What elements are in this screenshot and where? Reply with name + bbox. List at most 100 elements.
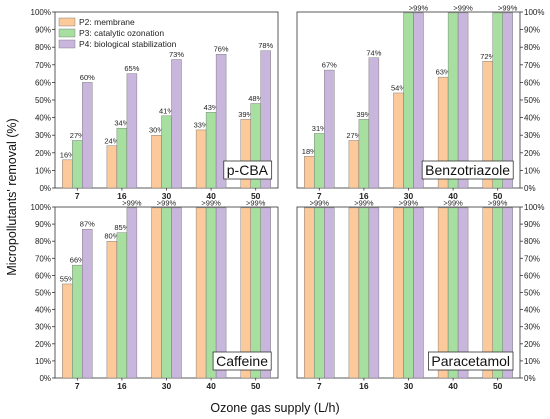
data-label: >99% <box>310 198 330 207</box>
panel-0: 0% 10% 20% 30% 40% 50% 60% 70% 80% 90% 100% 16% 27% 6… <box>31 8 279 201</box>
y-tick-label: 100% <box>524 203 544 212</box>
data-label: 24% <box>104 136 119 145</box>
y-tick-label: 90% <box>524 26 540 35</box>
bar-4-30 <box>413 12 424 189</box>
bar-4-7 <box>82 229 93 379</box>
data-label: >99% <box>122 198 142 207</box>
y-axis-title: Micropollutants' removal (%) <box>5 118 19 275</box>
panel-title: Caffeine <box>216 353 268 369</box>
bar-2-40 <box>195 129 207 189</box>
bar-4-7 <box>324 207 335 379</box>
legend-swatch <box>58 39 76 49</box>
data-label: >99% <box>488 198 508 207</box>
legend-label: P2: membrane <box>79 17 135 27</box>
bar-4-16 <box>126 207 138 379</box>
bar-3-7 <box>314 133 325 189</box>
data-label: 54% <box>391 83 406 92</box>
x-tick-label: 40 <box>448 191 458 201</box>
bar-3-7 <box>72 264 83 379</box>
y-tick-label: 0% <box>39 184 51 193</box>
panel-title-box <box>212 351 272 371</box>
bar-4-16 <box>126 73 138 189</box>
bar-3-7 <box>314 207 325 379</box>
bar-2-16 <box>106 240 118 379</box>
y-tick-label: 50% <box>35 289 51 298</box>
data-label: 60% <box>80 73 95 82</box>
y-tick-label: 70% <box>524 254 540 263</box>
y-tick-label: 80% <box>524 237 540 246</box>
x-tick-label: 7 <box>75 191 80 201</box>
bar-4-50 <box>502 12 513 189</box>
data-label: >99% <box>498 3 518 12</box>
y-tick-label: 50% <box>524 96 540 105</box>
data-label: >99% <box>443 198 463 207</box>
x-tick-label: 30 <box>162 191 172 201</box>
panel-3: 0% 10% 20% 30% 40% 50% 60% 70% 80% 90% 100% >99% 7 >9… <box>296 198 544 391</box>
data-label: 30% <box>149 126 164 135</box>
data-label: 72% <box>480 52 495 61</box>
y-tick-label: 10% <box>524 357 540 366</box>
bar-3-16 <box>358 207 370 379</box>
y-tick-label: 20% <box>35 340 51 349</box>
x-axis-title: Ozone gas supply (L/h) <box>210 401 339 415</box>
y-tick-label: 0% <box>524 184 536 193</box>
y-tick-label: 30% <box>524 323 540 332</box>
x-tick-label: 50 <box>251 191 261 201</box>
bar-2-16 <box>106 145 118 189</box>
bar-4-7 <box>82 82 93 189</box>
bar-3-30 <box>161 115 172 189</box>
x-tick-label: 16 <box>359 381 369 391</box>
data-label: >99% <box>157 198 177 207</box>
y-tick-label: 40% <box>524 114 540 123</box>
data-label: 31% <box>312 124 327 133</box>
data-label: 39% <box>238 110 253 119</box>
panel-title-box <box>223 160 273 180</box>
data-label: 16% <box>60 150 75 159</box>
y-tick-label: 80% <box>35 237 51 246</box>
y-tick-label: 60% <box>35 271 51 280</box>
bar-2-30 <box>151 134 162 189</box>
bar-3-16 <box>116 127 128 189</box>
data-label: 66% <box>70 256 85 265</box>
y-tick-label: 70% <box>35 254 51 263</box>
y-tick-label: 70% <box>524 61 540 70</box>
y-tick-label: 50% <box>35 96 51 105</box>
bar-2-30 <box>393 92 404 189</box>
panel-title: Paracetamol <box>431 353 510 369</box>
x-tick-label: 30 <box>162 381 172 391</box>
panel-title: p-CBA <box>227 162 269 178</box>
bar-2-16 <box>348 140 360 189</box>
data-label: 67% <box>322 61 337 70</box>
bar-2-30 <box>393 207 404 379</box>
x-tick-label: 50 <box>493 381 503 391</box>
data-label: >99% <box>354 198 374 207</box>
x-tick-label: 30 <box>404 191 414 201</box>
data-label: >99% <box>399 198 419 207</box>
data-label: 63% <box>436 68 451 77</box>
bar-4-40 <box>457 12 469 189</box>
data-label: >99% <box>201 198 221 207</box>
data-label: 85% <box>114 223 129 232</box>
bar-4-30 <box>413 207 424 379</box>
bar-4-30 <box>171 59 182 189</box>
x-tick-label: 30 <box>404 381 414 391</box>
bar-4-50 <box>502 207 513 379</box>
y-tick-label: 100% <box>31 8 51 17</box>
data-label: 27% <box>346 131 361 140</box>
bar-2-16 <box>348 207 360 379</box>
data-label: 73% <box>169 50 184 59</box>
data-label: 76% <box>214 45 229 54</box>
y-tick-label: 20% <box>524 149 540 158</box>
panels: 0%10%20%30%40%50%60%70%80%90%100%16%27%6… <box>31 3 545 391</box>
bar-3-30 <box>403 12 414 189</box>
bar-4-50 <box>260 50 271 189</box>
y-tick-label: 30% <box>35 131 51 140</box>
y-tick-label: 30% <box>524 131 540 140</box>
bar-4-50 <box>260 207 271 379</box>
y-tick-label: 0% <box>524 374 536 383</box>
x-tick-label: 16 <box>117 191 127 201</box>
panel-2: 0% 10% 20% 30% 40% 50% 60% 70% 80% 90% 100% 55% 66% 8… <box>31 198 279 391</box>
x-tick-label: 7 <box>317 191 322 201</box>
y-tick-label: 40% <box>35 306 51 315</box>
data-label: 33% <box>194 120 209 129</box>
